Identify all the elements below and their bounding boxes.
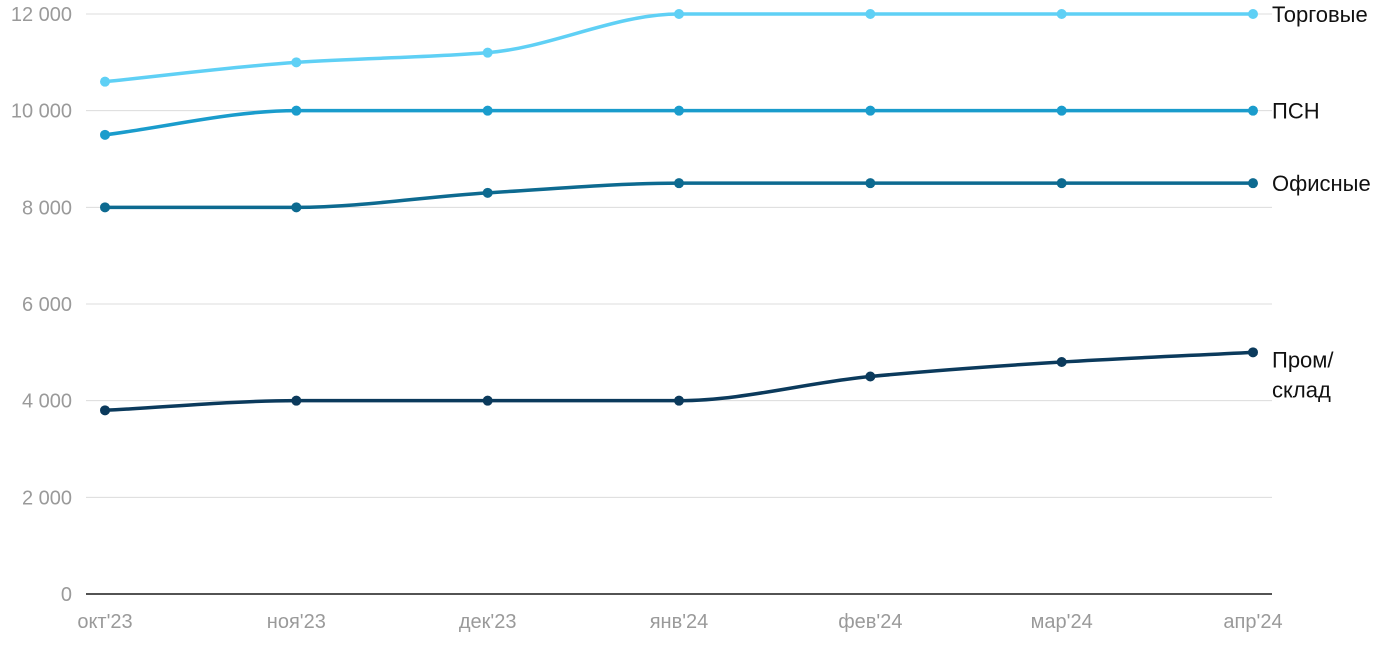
x-axis-tick-labels: окт'23 ноя'23 дек'23 янв'24 фев'24 мар'24 апр'… bbox=[77, 611, 1282, 633]
series-2-label: ПСН bbox=[1272, 99, 1320, 124]
series-4-point bbox=[1056, 357, 1067, 367]
grid-lines bbox=[86, 13, 1272, 595]
y-tick-label: 10 000 bbox=[11, 101, 72, 123]
series-4-point bbox=[674, 395, 684, 406]
series-1-line bbox=[103, 12, 1255, 84]
y-tick-label: 0 bbox=[61, 584, 72, 606]
series-1-point bbox=[1248, 9, 1258, 19]
series-3-point bbox=[865, 178, 876, 189]
series-2-point bbox=[1056, 105, 1067, 116]
series-2-point bbox=[865, 105, 876, 116]
series-1-point bbox=[865, 9, 876, 19]
x-tick-label: дек'23 bbox=[459, 611, 517, 633]
x-tick-label: ноя'23 bbox=[267, 611, 326, 633]
data-points bbox=[100, 9, 1258, 416]
x-tick-label: фев'24 bbox=[838, 611, 902, 633]
series-1-point bbox=[482, 47, 493, 58]
series-4-point bbox=[482, 395, 493, 406]
x-tick-label: янв'24 bbox=[650, 611, 709, 633]
series-4-label: Пром/склад bbox=[1272, 347, 1334, 402]
x-tick-label: мар'24 bbox=[1031, 611, 1093, 633]
series-1-point bbox=[291, 57, 302, 68]
series-lines bbox=[103, 12, 1255, 413]
series-4-point bbox=[1248, 347, 1258, 358]
series-1-point bbox=[674, 9, 684, 19]
series-1-point bbox=[1056, 9, 1067, 19]
y-tick-label: 8 000 bbox=[22, 197, 72, 219]
series-3-point bbox=[291, 202, 302, 213]
series-2-point bbox=[291, 105, 302, 116]
y-tick-label: 2 000 bbox=[22, 487, 72, 509]
series-3-label: Офисные bbox=[1272, 171, 1371, 196]
series-3-point bbox=[1056, 178, 1067, 189]
series-3-point bbox=[482, 187, 493, 198]
series-2-point bbox=[1248, 105, 1258, 116]
series-1-point bbox=[100, 76, 110, 87]
series-3-point bbox=[674, 178, 684, 189]
x-tick-label: окт'23 bbox=[77, 611, 132, 633]
series-labels: Торговые ПСН Офисные Пром/склад bbox=[1272, 2, 1371, 402]
y-axis-tick-labels: 0 2 000 4 000 6 000 8 000 10 000 12 000 bbox=[11, 4, 72, 606]
series-4-point bbox=[100, 405, 110, 416]
x-tick-label: апр'24 bbox=[1223, 611, 1282, 633]
series-3-point bbox=[1248, 178, 1258, 189]
series-2-point bbox=[674, 105, 684, 116]
y-tick-label: 6 000 bbox=[22, 294, 72, 316]
y-tick-label: 12 000 bbox=[11, 4, 72, 26]
series-4-point bbox=[291, 395, 302, 406]
series-4-point bbox=[865, 371, 876, 382]
series-1-label: Торговые bbox=[1272, 2, 1368, 27]
series-2-point bbox=[100, 129, 110, 140]
y-tick-label: 4 000 bbox=[22, 391, 72, 413]
series-3-point bbox=[100, 202, 110, 213]
series-2-point bbox=[482, 105, 493, 116]
